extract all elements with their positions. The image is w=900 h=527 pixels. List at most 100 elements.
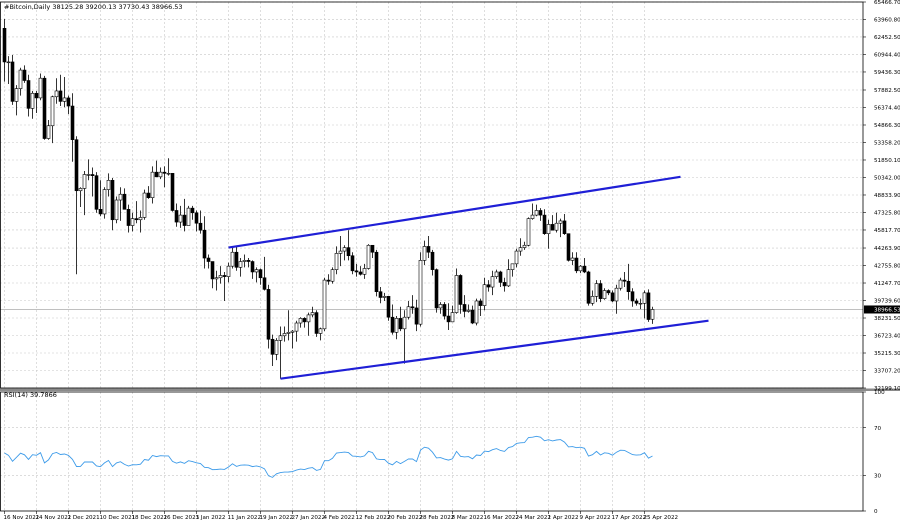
- current-price-label: 38966.53: [874, 308, 900, 314]
- price-tick-label: 33707.20: [874, 369, 900, 375]
- candle-bull: [335, 253, 338, 269]
- price-tick-label: 44263.90: [874, 246, 900, 252]
- candle-bull: [591, 296, 594, 303]
- candle-bear: [447, 316, 450, 322]
- candle-bear: [539, 210, 542, 215]
- candle-bull: [403, 317, 406, 329]
- candle-bear: [347, 248, 350, 256]
- time-tick-label: 20 Feb 2022: [388, 515, 423, 521]
- time-tick-label: 28 Feb 2022: [420, 515, 455, 521]
- time-tick-label: 16 Mar 2022: [484, 515, 519, 521]
- candle-bull: [287, 332, 290, 333]
- rsi-tick-label: 70: [874, 426, 882, 432]
- candle-bull: [47, 126, 50, 139]
- price-tick-label: 51850.10: [874, 158, 900, 164]
- candle-bear: [567, 234, 570, 261]
- time-tick-label: 4 Feb 2022: [324, 515, 355, 521]
- candle-bear: [499, 272, 502, 282]
- candle-bull: [115, 200, 118, 220]
- candle-bear: [635, 301, 638, 303]
- labels-layer: 65466.7063960.8062452.5060944.4059436.30…: [4, 0, 900, 521]
- candle-bull: [295, 323, 298, 331]
- candle-bull: [227, 266, 230, 276]
- candle-bear: [111, 180, 114, 219]
- candle-bull: [63, 98, 66, 101]
- candle-bear: [471, 310, 474, 323]
- candle-bear: [99, 209, 102, 214]
- chart-title: #Bitcoin,Daily 38125.28 39200.13 37730.4…: [4, 3, 183, 11]
- candle-bear: [627, 281, 630, 291]
- time-tick-label: 18 Dec 2021: [132, 515, 168, 521]
- candle-bull: [299, 318, 302, 323]
- candle-bull: [275, 340, 278, 354]
- candle-bull: [531, 215, 534, 218]
- candle-bull: [51, 97, 54, 126]
- candle-bull: [283, 333, 286, 335]
- candle-bear: [163, 172, 166, 173]
- candle-bull: [407, 307, 410, 317]
- candle-bear: [463, 304, 466, 311]
- candle-bull: [527, 219, 530, 246]
- candles-layer: [3, 19, 654, 379]
- candle-bear: [359, 272, 362, 274]
- candle-bear: [387, 296, 390, 317]
- candle-bear: [551, 224, 554, 230]
- candle-bull: [603, 291, 606, 299]
- candle-bear: [583, 266, 586, 272]
- candle-bull: [119, 194, 122, 200]
- time-tick-label: 16 Nov 2021: [4, 515, 40, 521]
- candle-bear: [259, 270, 262, 278]
- rsi-tick-label: 100: [874, 390, 885, 396]
- time-tick-label: 8 Mar 2022: [452, 515, 484, 521]
- candle-bear: [315, 313, 318, 334]
- candle-bear: [427, 246, 430, 252]
- candle-bear: [11, 62, 14, 101]
- candle-bear: [223, 275, 226, 276]
- candle-bull: [455, 275, 458, 312]
- time-tick-label: 27 Jan 2022: [292, 515, 326, 521]
- candle-bull: [231, 252, 234, 266]
- candle-bull: [343, 248, 346, 251]
- candle-bear: [379, 292, 382, 298]
- candle-bull: [87, 174, 90, 175]
- candle-bull: [491, 277, 494, 287]
- candle-bull: [291, 331, 294, 332]
- candle-bull: [311, 313, 314, 315]
- candle-bear: [327, 280, 330, 281]
- candle-bull: [279, 336, 282, 341]
- candle-bear: [263, 278, 266, 290]
- rsi-tick-label: 0: [874, 509, 878, 515]
- candle-bear: [399, 318, 402, 328]
- candle-bear: [195, 213, 198, 223]
- candle-bull: [523, 245, 526, 247]
- candle-bull: [323, 280, 326, 329]
- candle-bull: [103, 190, 106, 214]
- candle-bear: [71, 106, 74, 140]
- candle-bear: [91, 174, 94, 175]
- candle-bear: [543, 215, 546, 234]
- price-tick-label: 59436.30: [874, 70, 900, 76]
- candle-bull: [419, 260, 422, 324]
- time-tick-label: 12 Feb 2022: [356, 515, 391, 521]
- price-tick-label: 41247.70: [874, 281, 900, 287]
- time-tick-label: 19 Jan 2022: [260, 515, 294, 521]
- candle-bull: [31, 93, 34, 108]
- candle-bear: [607, 291, 610, 293]
- time-tick-label: 25 Apr 2022: [644, 515, 679, 521]
- candle-bull: [15, 89, 18, 102]
- candle-bull: [383, 296, 386, 297]
- price-tick-label: 39739.60: [874, 299, 900, 305]
- candle-bull: [555, 223, 558, 230]
- candle-bull: [639, 303, 642, 304]
- price-tick-label: 35215.30: [874, 351, 900, 357]
- candle-bull: [547, 224, 550, 233]
- rsi-title: RSI(14) 39.7866: [4, 391, 57, 399]
- trendlines-layer: [229, 177, 709, 379]
- rsi-tick-label: 30: [874, 474, 882, 480]
- candle-bull: [331, 270, 334, 282]
- candle-bear: [503, 282, 506, 285]
- candle-bear: [35, 93, 38, 98]
- candle-bear: [479, 301, 482, 306]
- candle-bear: [247, 260, 250, 261]
